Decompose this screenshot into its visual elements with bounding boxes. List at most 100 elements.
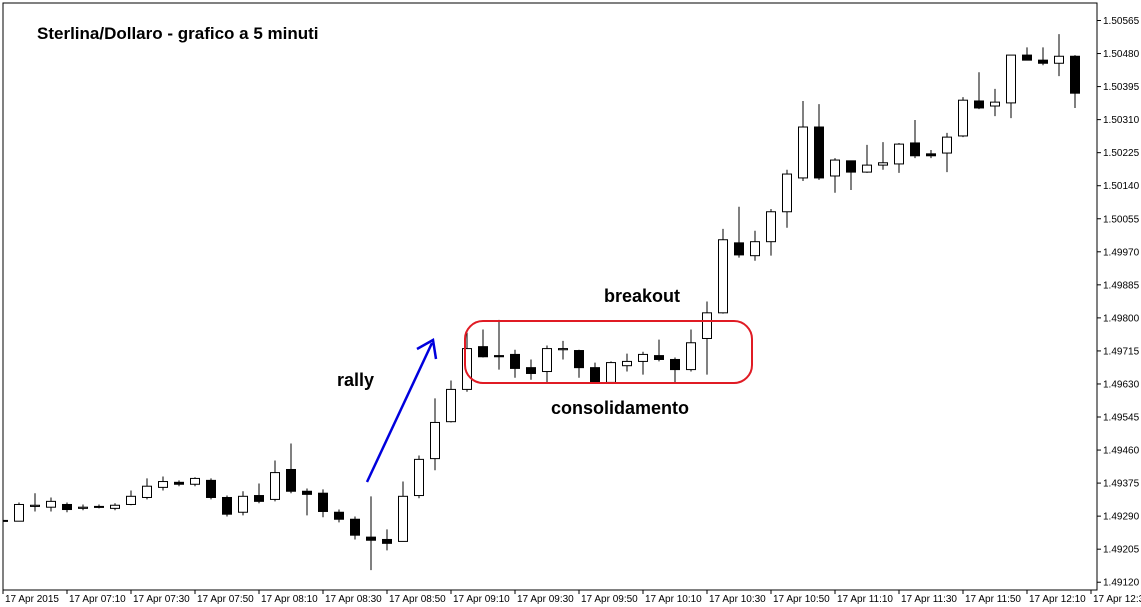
candle-body [222, 496, 232, 515]
x-tick-label: 17 Apr 2015 [5, 594, 59, 605]
candle-body [1038, 59, 1048, 64]
candle-body [318, 492, 328, 512]
candle-body [62, 503, 72, 511]
candle-body [734, 242, 744, 256]
candle-body [750, 241, 760, 257]
plot-area [3, 34, 1080, 571]
candle-body [974, 100, 984, 109]
y-tick-label: 1.49205 [1103, 545, 1140, 556]
candle-body [254, 495, 264, 502]
candle-body [654, 355, 664, 360]
candle-body [302, 490, 312, 495]
candle-body [1070, 55, 1080, 94]
y-tick-label: 1.49545 [1103, 413, 1140, 424]
x-tick-label: 17 Apr 07:10 [69, 594, 126, 605]
candle-body [766, 211, 776, 243]
candle-body [3, 519, 8, 522]
candle-body [782, 173, 792, 213]
candle-body [958, 99, 968, 137]
y-tick-label: 1.49120 [1103, 578, 1140, 589]
candle-body [30, 504, 40, 507]
candle-body [558, 348, 568, 351]
candle-body [126, 495, 136, 505]
candle-body [270, 472, 280, 500]
y-tick-label: 1.49460 [1103, 446, 1140, 457]
x-tick-label: 17 Apr 12:30 [1093, 594, 1141, 605]
candle-body [94, 505, 104, 508]
plot-frame [2, 2, 1098, 591]
candle-body [1006, 54, 1016, 104]
x-tick-label: 17 Apr 07:30 [133, 594, 190, 605]
candle-body [718, 239, 728, 314]
candle-body [894, 143, 904, 165]
candle-body [382, 538, 392, 544]
candle-body [462, 348, 472, 390]
candle-body [910, 142, 920, 157]
candle-body [798, 126, 808, 179]
candle-body [942, 136, 952, 154]
candle-body [526, 367, 536, 374]
candle-body [350, 518, 360, 536]
candle-body [574, 350, 584, 369]
candle-body [430, 421, 440, 460]
candle-body [414, 458, 424, 497]
candle-body [398, 495, 408, 542]
candle-body [46, 500, 56, 508]
candle-body [286, 468, 296, 492]
candle-body [142, 485, 152, 498]
x-tick-label: 17 Apr 09:10 [453, 594, 510, 605]
candle-body [110, 504, 120, 509]
y-tick-label: 1.49630 [1103, 379, 1140, 390]
candle-body [366, 536, 376, 541]
x-tick-label: 17 Apr 10:10 [645, 594, 702, 605]
candle-body [1054, 55, 1064, 64]
x-tick-label: 17 Apr 09:50 [581, 594, 638, 605]
candle-body [606, 362, 616, 383]
y-tick-label: 1.50310 [1103, 115, 1140, 126]
x-tick-label: 17 Apr 07:50 [197, 594, 254, 605]
y-tick-label: 1.50225 [1103, 148, 1140, 159]
x-tick-label: 17 Apr 09:30 [517, 594, 574, 605]
x-tick-label: 17 Apr 11:30 [901, 594, 957, 605]
x-tick-label: 17 Apr 11:50 [965, 594, 1021, 605]
candle-body [622, 360, 632, 367]
candle-body [158, 481, 168, 488]
y-tick-label: 1.50480 [1103, 49, 1140, 60]
x-tick-label: 17 Apr 08:10 [261, 594, 318, 605]
candle-body [78, 506, 88, 509]
candle-body [878, 162, 888, 166]
candle-body [206, 479, 216, 498]
rally-arrowhead [416, 338, 438, 360]
x-tick-label: 17 Apr 10:30 [709, 594, 766, 605]
candle-body [846, 160, 856, 173]
rally-arrow [365, 342, 434, 483]
y-tick-label: 1.50565 [1103, 16, 1140, 27]
candle-body [686, 342, 696, 371]
candle-body [446, 388, 456, 423]
y-tick-label: 1.49290 [1103, 512, 1140, 523]
y-tick-label: 1.49375 [1103, 479, 1140, 490]
candle-body [334, 511, 344, 520]
y-tick-label: 1.49800 [1103, 313, 1140, 324]
y-tick-label: 1.50140 [1103, 181, 1140, 192]
candle-body [926, 153, 936, 157]
x-tick-label: 17 Apr 10:50 [773, 594, 830, 605]
chart-title: Sterlina/Dollaro - grafico a 5 minuti [37, 24, 319, 43]
y-tick-label: 1.50055 [1103, 214, 1140, 225]
annotation: consolidamento [551, 398, 689, 418]
candle-body [542, 348, 552, 373]
candle-body [478, 346, 488, 358]
x-tick-label: 17 Apr 08:50 [389, 594, 446, 605]
candle-body [814, 126, 824, 179]
candle-body [238, 495, 248, 513]
candle-body [1022, 54, 1032, 61]
candle-body [830, 159, 840, 177]
x-tick-label: 17 Apr 12:10 [1029, 594, 1086, 605]
candle-body [190, 477, 200, 485]
candle-body [638, 353, 648, 362]
candle-body [590, 367, 600, 383]
y-tick-label: 1.49970 [1103, 247, 1140, 258]
candle-body [510, 353, 520, 369]
y-tick-label: 1.49885 [1103, 280, 1140, 291]
